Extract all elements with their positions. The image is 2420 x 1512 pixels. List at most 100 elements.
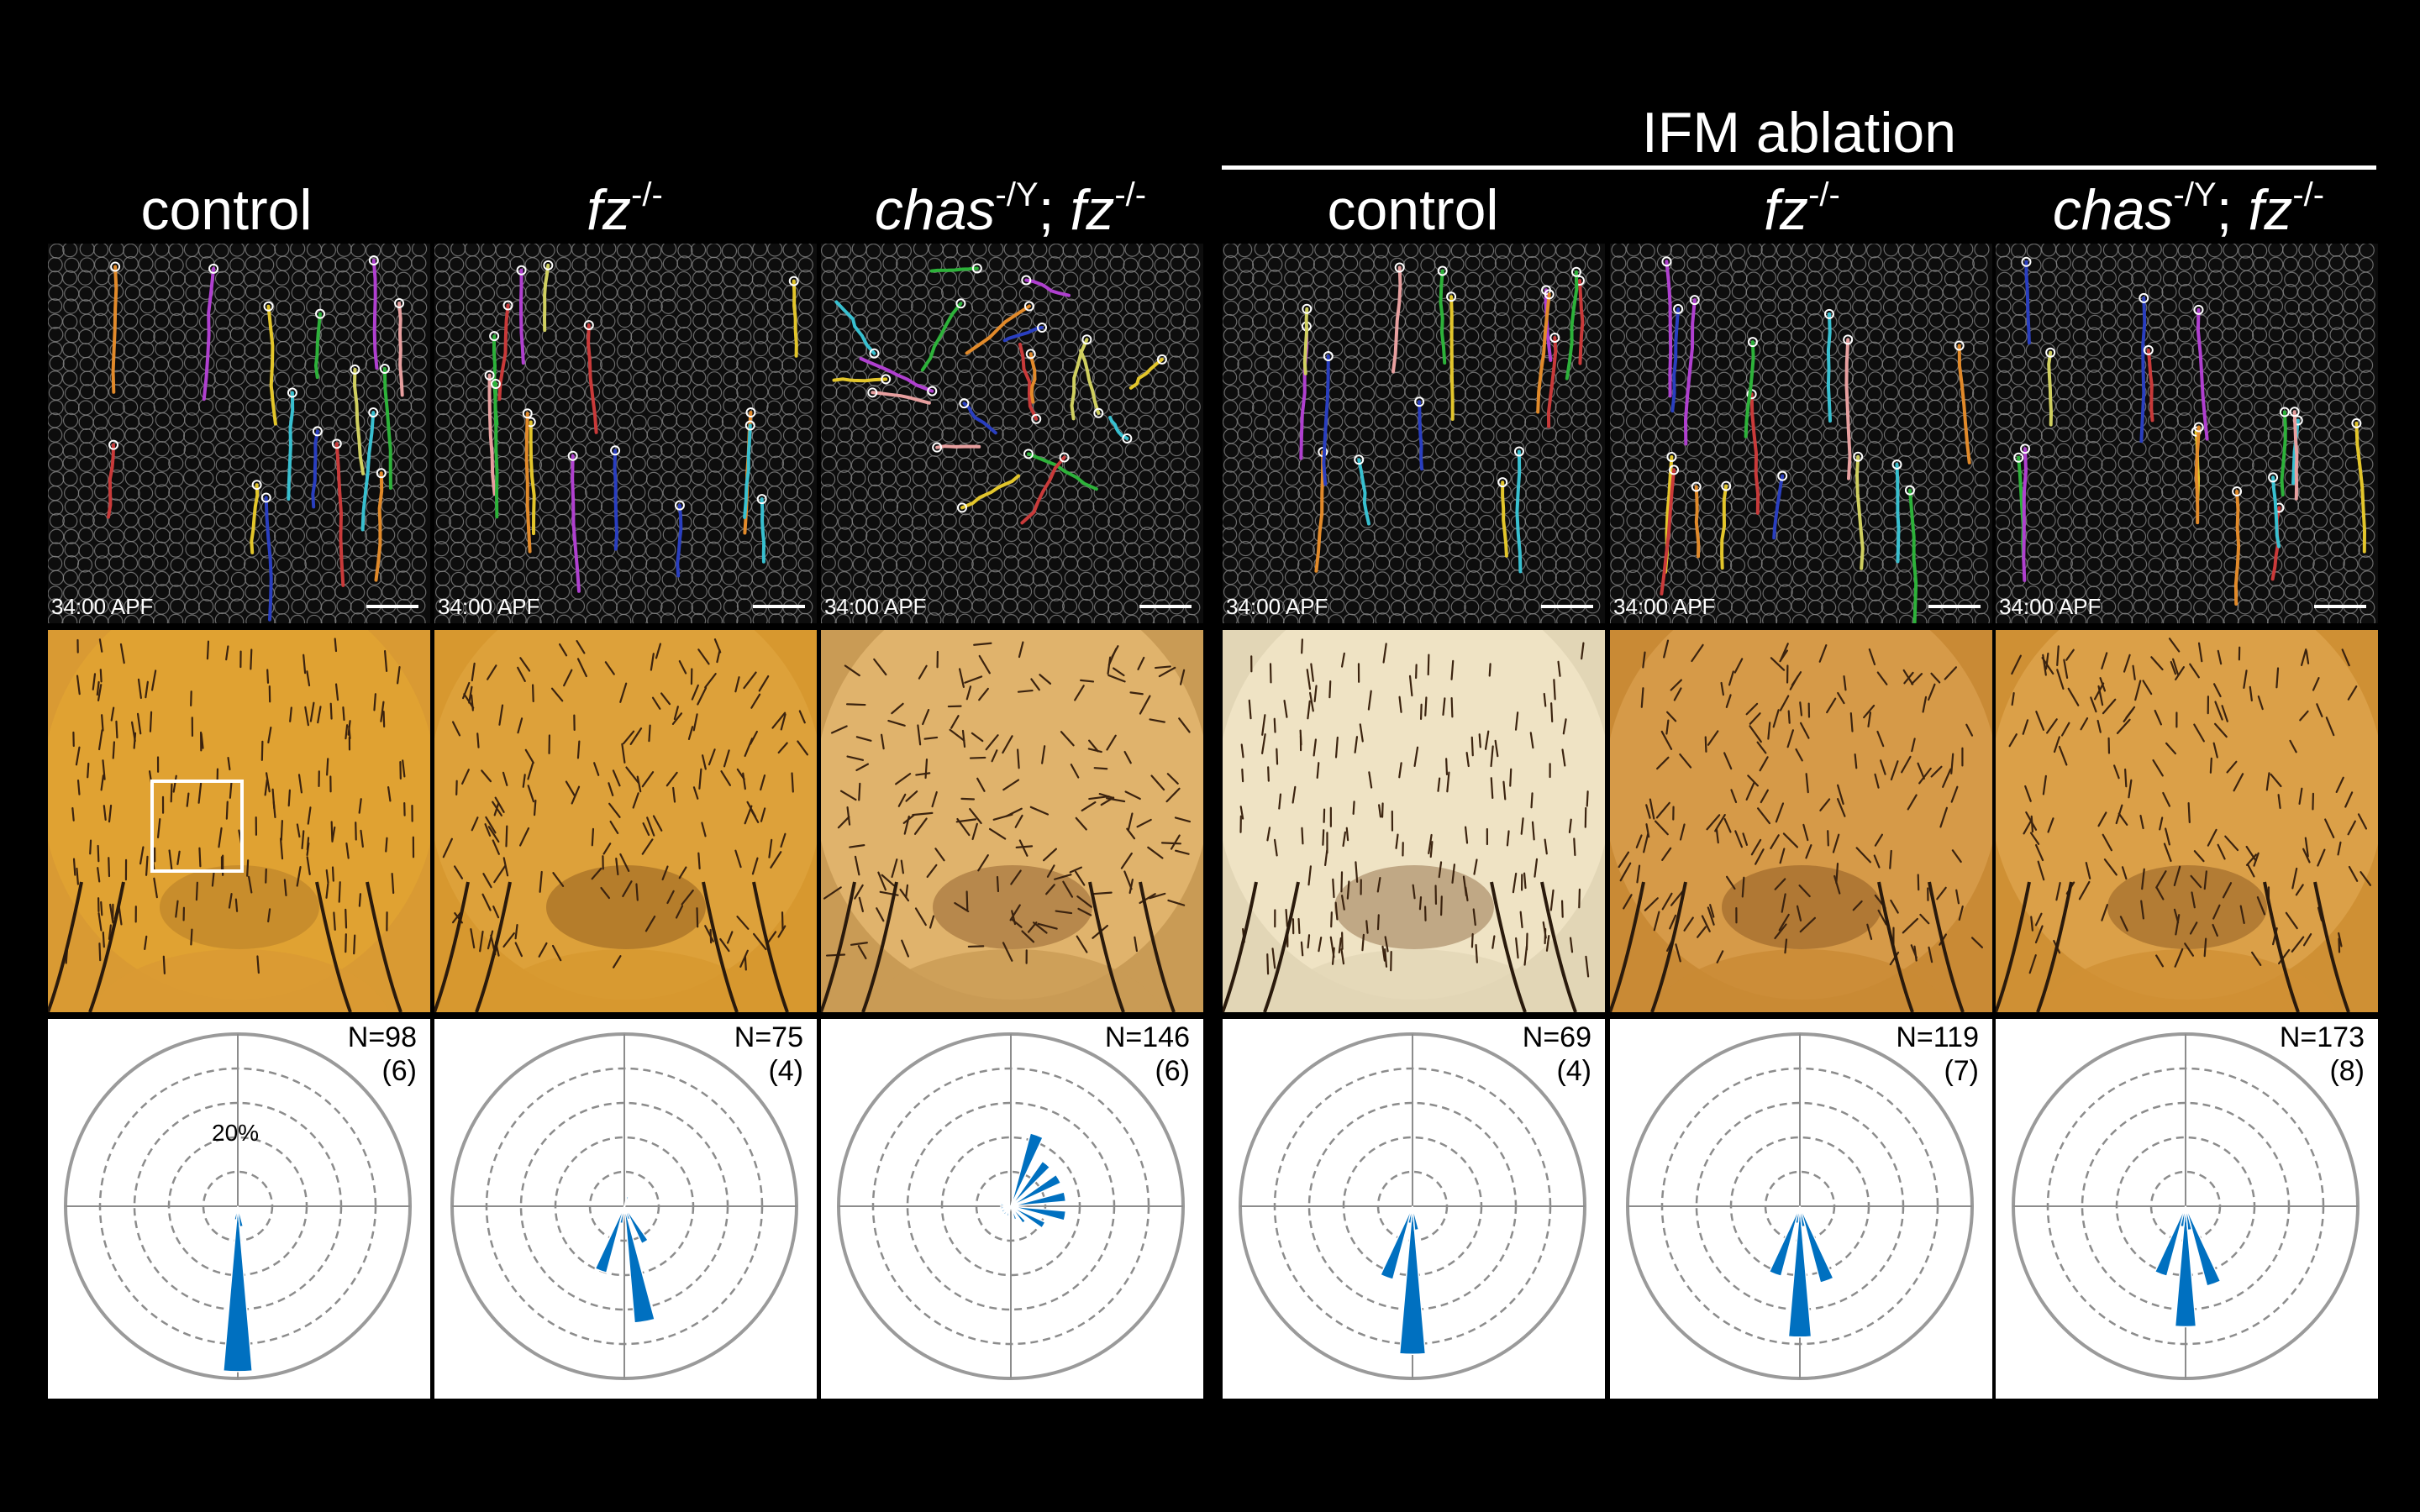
cell-outline [1358,584,1375,600]
cell-outline [1374,541,1391,557]
bristle [1027,921,1038,933]
bristle [227,757,231,771]
cell-outline [1269,312,1285,329]
bristle [487,826,500,843]
track-start-marker [2268,472,2279,483]
bristle [1413,746,1419,768]
cell-outline [1313,384,1328,400]
bristle [162,955,166,974]
cell-outline [865,257,882,273]
cell-outline [289,500,306,516]
bristle [115,720,118,739]
cell-outline [1094,385,1110,401]
cell-outline [1496,428,1512,444]
cell-outline [1032,244,1048,258]
cell-outline [1702,327,1718,344]
bristle [1069,866,1082,874]
cell-outline [2116,313,2132,329]
cell-outline [1064,585,1080,601]
bristle [1346,880,1350,900]
cell-outline [1418,485,1434,501]
cell-outline [496,428,512,444]
cell-outline [707,470,723,486]
cell-outline [1525,613,1541,623]
bristle [92,673,97,690]
cell-outline [320,400,336,416]
cell-outline [2055,244,2071,258]
bristle [739,949,749,968]
cell-outline [943,528,959,544]
cell-outline [912,584,928,600]
cell-outline [1791,500,1807,516]
cell-outline [1898,542,1914,559]
bristle [99,669,103,683]
cell-outline [1897,569,1912,585]
cell-outline [1223,499,1239,515]
cell-outline [155,427,171,443]
cell-outline [692,428,708,444]
cell-outline [986,471,1002,487]
track-start-marker [2279,407,2290,417]
cell-outline [2193,398,2209,415]
cell-outline [1002,300,1018,316]
cell-outline [1018,486,1034,501]
cell-outline [78,570,94,585]
cell-outline [2056,471,2072,488]
bristle [1278,793,1282,810]
cell-outline [570,457,586,474]
cell-outline [465,285,481,301]
cell-outline [1944,499,1960,515]
cell-outline [168,571,185,587]
bristle [280,819,283,841]
cell-outline [956,244,972,258]
bristle [331,826,336,843]
cell-outline [305,384,321,400]
cell-outline [1237,570,1253,586]
cell-outline [1254,327,1270,343]
cell-outline [2086,556,2102,572]
cell-outline [1944,412,1960,428]
cell-outline [1700,498,1716,515]
bristle [353,934,356,955]
track-start-marker [1354,454,1365,465]
cell-outline [2207,513,2224,530]
cell-outline [661,571,677,587]
track-start-marker [745,407,756,417]
cell-outline [434,486,450,501]
cell-outline [555,398,571,414]
cell-outline [213,384,229,400]
bristle [380,701,385,722]
cell-outline [1762,528,1778,543]
cell-outline [1823,613,1839,623]
track-start-marker [522,408,533,419]
cell-outline [881,427,898,443]
cell-outline [1731,484,1747,501]
cell-outline [1168,428,1184,444]
cell-outline [381,270,397,286]
cell-outline [661,412,678,428]
cell-outline [2328,244,2344,257]
cell-outline [1610,527,1626,543]
cell-outline [647,298,663,314]
cell-outline [1853,327,1869,343]
cell-outline [1670,542,1686,558]
track-start-marker [927,386,938,396]
cell-outline [1018,244,1034,258]
cell-outline [479,355,495,371]
cell-outline [587,356,602,373]
cell-track [1720,484,1728,570]
cell-outline [2102,413,2118,429]
cell-outline [1298,612,1314,623]
cell-outline [1389,371,1405,388]
cell-outline [1123,270,1139,286]
cell-outline [2056,285,2072,301]
bristle [283,879,287,897]
cell-outline [1702,555,1718,571]
bristle [1030,678,1040,691]
cell-outline [1626,256,1642,272]
cell-outline [291,371,307,387]
cell-outline [1185,256,1201,272]
cell-outline [599,356,616,372]
cell-outline [942,328,958,345]
cell-outline [616,570,632,585]
